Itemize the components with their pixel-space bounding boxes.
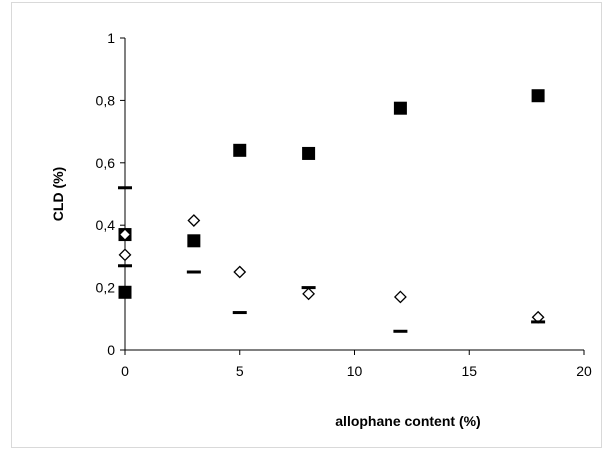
diamond-point: [302, 287, 316, 301]
diamond-point: [233, 265, 247, 279]
x-tick-label: 20: [576, 363, 592, 379]
data-marks: [118, 89, 546, 333]
x-tick-label: 10: [347, 363, 363, 379]
square-point: [302, 146, 316, 160]
y-axis-title: CLD (%): [50, 167, 66, 221]
x-tick-label: 5: [236, 363, 244, 379]
x-tick-label: 0: [121, 363, 129, 379]
square-point: [187, 234, 201, 248]
dash-point: [118, 186, 132, 190]
dash-point: [232, 311, 247, 315]
dash-point: [301, 286, 316, 290]
dash-point: [118, 264, 132, 268]
y-tick-label: 1: [107, 30, 115, 46]
dash-point: [531, 320, 546, 324]
square-point: [118, 285, 132, 299]
diamond-point: [187, 214, 201, 227]
diamond-point: [118, 228, 132, 241]
diamond-point: [393, 290, 407, 304]
y-tick-label: 0,8: [96, 92, 116, 108]
diamond-point: [118, 248, 132, 262]
y-tick-label: 0,4: [96, 217, 116, 233]
y-tick-label: 0: [107, 342, 115, 358]
square-point: [233, 143, 247, 157]
square-point: [531, 89, 545, 103]
x-tick-label: 15: [461, 363, 477, 379]
y-ticks: 0 0,2 0,4 0,6 0,8 1: [96, 30, 125, 358]
square-point: [393, 101, 407, 115]
axes: [124, 38, 584, 351]
x-ticks: 0 5 10 15 20: [121, 350, 592, 379]
dash-point: [393, 329, 408, 333]
y-tick-label: 0,6: [96, 155, 116, 171]
x-axis-title: allophane content (%): [335, 413, 480, 429]
y-tick-label: 0,2: [96, 280, 116, 296]
dash-point: [186, 270, 201, 274]
chart-frame: [11, 2, 602, 448]
